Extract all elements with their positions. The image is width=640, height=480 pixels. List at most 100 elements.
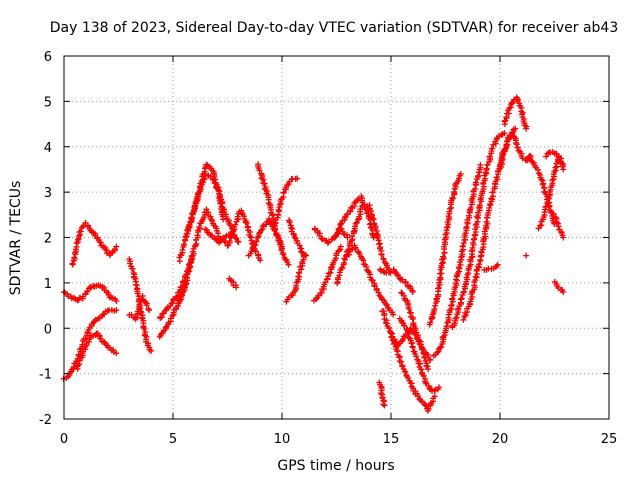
- data-point-s34: [502, 145, 509, 152]
- data-point-s33: [463, 274, 470, 281]
- data-point-s11: [211, 179, 218, 186]
- data-point-s24: [382, 301, 389, 308]
- data-point-s13: [229, 231, 236, 238]
- data-point-s11: [212, 180, 219, 187]
- data-point-s03: [74, 236, 81, 243]
- data-point-s09: [179, 246, 186, 253]
- data-point-s15: [256, 167, 263, 174]
- y-tick-label: -1: [39, 368, 52, 383]
- data-point-s18: [296, 269, 303, 276]
- data-point-s32: [475, 172, 482, 179]
- y-tick-label: 6: [44, 50, 52, 65]
- data-point-s10: [176, 297, 183, 304]
- data-point-s19: [298, 248, 305, 255]
- data-point-s01: [84, 288, 91, 295]
- data-point-s33: [501, 130, 508, 137]
- data-point-s09: [180, 241, 187, 248]
- data-point-s31: [447, 205, 454, 212]
- data-point-s12: [233, 235, 240, 242]
- data-point-s32: [449, 295, 456, 302]
- y-tick-label: 4: [44, 141, 52, 156]
- data-point-s17: [275, 206, 282, 213]
- data-point-s16: [252, 242, 259, 249]
- data-point-s32: [459, 243, 466, 250]
- axis-ticks: 0 5 10 15 20 25 -2 -1 0 1 2 3 4 5 6: [39, 50, 617, 447]
- y-tick-label: 1: [44, 277, 52, 292]
- data-point-s19: [302, 251, 309, 258]
- data-point-s32: [457, 261, 464, 268]
- data-point-s43: [523, 252, 530, 259]
- data-point-s42: [560, 288, 567, 295]
- data-point-s16: [266, 217, 273, 224]
- y-tick-label: 0: [44, 322, 52, 337]
- data-point-s31: [438, 270, 445, 277]
- data-point-s05: [128, 265, 135, 272]
- data-point-s28: [401, 322, 408, 329]
- data-point-s23: [335, 226, 342, 233]
- data-point-s22: [339, 264, 346, 271]
- data-point-s36: [501, 118, 508, 125]
- data-point-s01: [76, 294, 83, 301]
- data-point-s01: [113, 298, 120, 305]
- x-tick-label: 20: [492, 432, 509, 447]
- data-point-s37: [499, 160, 506, 167]
- data-point-s41: [560, 234, 567, 241]
- data-point-s08: [162, 324, 169, 331]
- data-point-s15: [280, 251, 287, 258]
- data-point-s23: [366, 221, 373, 228]
- data-point-s26: [402, 368, 409, 375]
- data-point-s27: [388, 329, 395, 336]
- data-point-s33: [476, 202, 483, 209]
- data-point-s22: [373, 227, 380, 234]
- data-point-s31: [446, 208, 453, 215]
- data-point-s37: [499, 152, 506, 159]
- data-point-s12: [220, 234, 227, 241]
- data-point-s20: [327, 269, 334, 276]
- data-point-s23: [337, 220, 344, 227]
- data-point-s17: [294, 175, 301, 182]
- data-point-s11: [210, 176, 217, 183]
- data-point-s33: [460, 288, 467, 295]
- data-point-s15: [285, 261, 292, 268]
- data-point-s21: [324, 240, 331, 247]
- data-point-s40: [557, 159, 564, 166]
- data-point-s33: [471, 235, 478, 242]
- y-tick-label: 5: [44, 95, 52, 110]
- data-point-s31: [439, 259, 446, 266]
- data-point-s11: [186, 222, 193, 229]
- x-tick-label: 5: [169, 432, 177, 447]
- y-tick-label: -2: [39, 413, 52, 428]
- data-point-s32: [477, 161, 484, 168]
- data-point-s37: [513, 141, 520, 148]
- data-point-s13: [232, 221, 239, 228]
- data-point-s24: [375, 289, 382, 296]
- data-point-s23: [351, 200, 358, 207]
- data-point-s29: [409, 316, 416, 323]
- data-point-s22: [350, 228, 357, 235]
- data-point-s38: [527, 154, 534, 161]
- data-point-s22: [353, 219, 360, 226]
- data-point-s07: [168, 300, 175, 307]
- data-point-s34: [512, 125, 519, 132]
- data-point-s31: [427, 319, 434, 326]
- data-point-s13: [242, 219, 249, 226]
- data-point-s04: [113, 350, 120, 357]
- data-point-s23: [369, 227, 376, 234]
- data-point-s21: [344, 234, 351, 241]
- data-point-s32: [448, 302, 455, 309]
- data-point-s08: [167, 315, 174, 322]
- data-point-s40: [543, 153, 550, 160]
- data-point-s28: [420, 372, 427, 379]
- data-point-s32: [448, 302, 455, 309]
- data-point-s32: [466, 212, 473, 219]
- data-point-s30: [380, 401, 387, 408]
- data-point-s26: [431, 393, 438, 400]
- data-point-s34: [493, 174, 500, 181]
- data-point-s36: [505, 110, 512, 117]
- data-point-s34: [486, 204, 493, 211]
- data-point-s10: [180, 288, 187, 295]
- data-point-s13: [243, 220, 250, 227]
- data-point-s12: [235, 239, 242, 246]
- data-point-s13: [247, 233, 254, 240]
- data-point-s19: [286, 219, 293, 226]
